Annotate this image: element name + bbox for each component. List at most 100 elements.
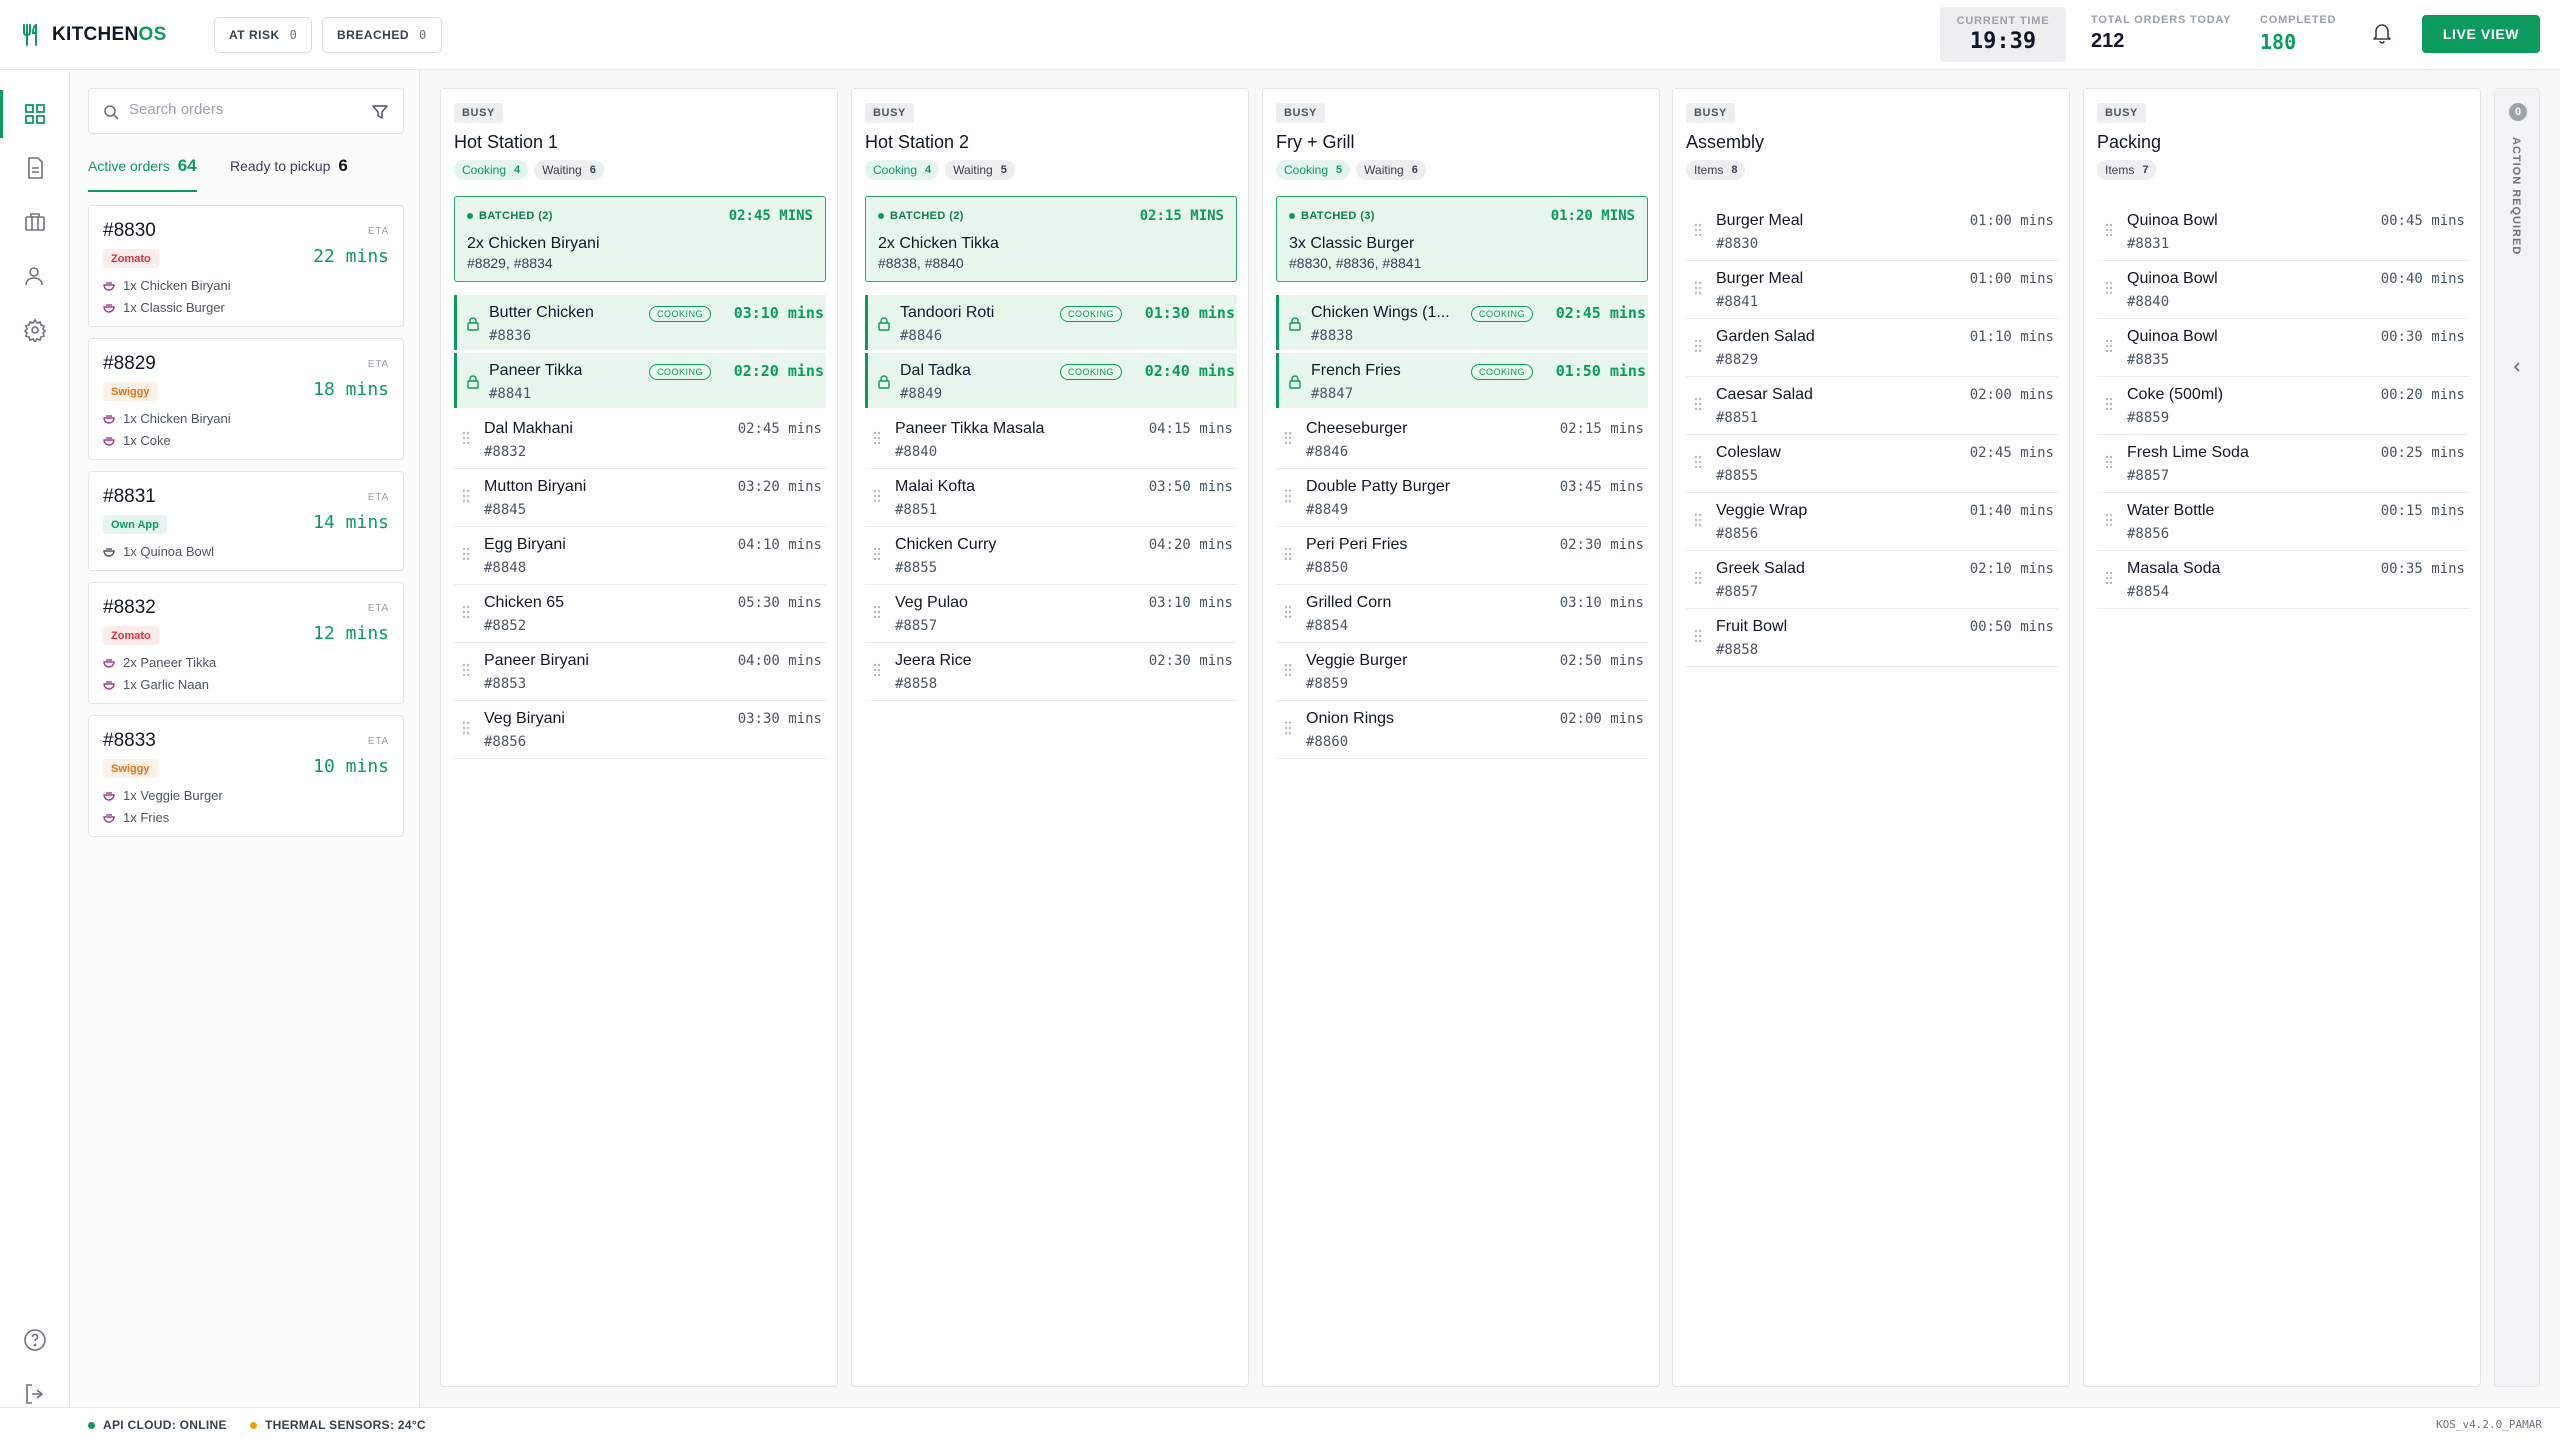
bell-icon[interactable] [2372,22,2392,44]
drag-handle-icon[interactable] [2105,455,2113,469]
chip-cooking[interactable]: Cooking 4 [865,160,940,180]
drag-handle-icon[interactable] [462,605,470,619]
cooking-row[interactable]: Dal Tadka #8849 COOKING 02:40 mins [865,353,1237,408]
queue-row[interactable]: Chicken 65 #8852 05:30 mins [454,585,826,643]
drag-handle-icon[interactable] [873,431,881,445]
tab-ready-to-pickup[interactable]: Ready to pickup 6 [230,156,348,192]
filter-icon[interactable] [371,103,389,121]
queue-row[interactable]: Double Patty Burger #8849 03:45 mins [1276,469,1648,527]
drag-handle-icon[interactable] [1694,281,1702,295]
batch-card[interactable]: BATCHED (2) 02:45 MINS 2x Chicken Biryani #… [454,196,826,282]
breached-filter[interactable]: BREACHED 0 [322,17,442,53]
queue-row[interactable]: Fruit Bowl #8858 00:50 mins [1686,609,2058,667]
tab-active-orders[interactable]: Active orders 64 [88,156,197,192]
logo[interactable]: KITCHENOS [22,21,167,49]
queue-row[interactable]: Egg Biryani #8848 04:10 mins [454,527,826,585]
cooking-row[interactable]: French Fries #8847 COOKING 01:50 mins [1276,353,1648,408]
queue-row[interactable]: Mutton Biryani #8845 03:20 mins [454,469,826,527]
drag-handle-icon[interactable] [1694,513,1702,527]
queue-row[interactable]: Dal Makhani #8832 02:45 mins [454,411,826,469]
queue-row[interactable]: Masala Soda #8854 00:35 mins [2097,551,2469,609]
queue-row[interactable]: Burger Meal #8841 01:00 mins [1686,261,2058,319]
drag-handle-icon[interactable] [1284,721,1292,735]
drag-handle-icon[interactable] [462,489,470,503]
drag-handle-icon[interactable] [873,489,881,503]
queue-row[interactable]: Quinoa Bowl #8835 00:30 mins [2097,319,2469,377]
cooking-row[interactable]: Tandoori Roti #8846 COOKING 01:30 mins [865,295,1237,350]
queue-row[interactable]: Paneer Biryani #8853 04:00 mins [454,643,826,701]
drag-handle-icon[interactable] [2105,339,2113,353]
grid-icon[interactable] [23,102,47,126]
queue-row[interactable]: Veg Biryani #8856 03:30 mins [454,701,826,759]
cooking-row[interactable]: Paneer Tikka #8841 COOKING 02:20 mins [454,353,826,408]
briefcase-icon[interactable] [23,210,47,234]
at-risk-filter[interactable]: AT RISK 0 [214,17,313,53]
queue-row[interactable]: Chicken Curry #8855 04:20 mins [865,527,1237,585]
action-required-panel[interactable]: 0 ACTION REQUIRED [2494,88,2540,1387]
chip-items[interactable]: Items 7 [2097,160,2157,180]
queue-row[interactable]: Veggie Wrap #8856 01:40 mins [1686,493,2058,551]
queue-row[interactable]: Coke (500ml) #8859 00:20 mins [2097,377,2469,435]
help-icon[interactable] [23,1328,47,1352]
gear-icon[interactable] [23,318,47,342]
drag-handle-icon[interactable] [1284,489,1292,503]
chip-cooking[interactable]: Cooking 4 [454,160,529,180]
drag-handle-icon[interactable] [462,431,470,445]
queue-row[interactable]: Veggie Burger #8859 02:50 mins [1276,643,1648,701]
drag-handle-icon[interactable] [462,721,470,735]
drag-handle-icon[interactable] [1694,629,1702,643]
queue-row[interactable]: Coleslaw #8855 02:45 mins [1686,435,2058,493]
drag-handle-icon[interactable] [1694,339,1702,353]
chip-waiting[interactable]: Waiting 5 [945,160,1015,180]
drag-handle-icon[interactable] [1694,571,1702,585]
queue-row[interactable]: Cheeseburger #8846 02:15 mins [1276,411,1648,469]
order-card[interactable]: #8829 ETA 18 mins Swiggy 1x Chicken Biryani 1… [88,338,404,460]
order-card[interactable]: #8830 ETA 22 mins Zomato 1x Chicken Biryani 1… [88,205,404,327]
drag-handle-icon[interactable] [1694,455,1702,469]
queue-row[interactable]: Veg Pulao #8857 03:10 mins [865,585,1237,643]
drag-handle-icon[interactable] [1694,397,1702,411]
drag-handle-icon[interactable] [1284,605,1292,619]
drag-handle-icon[interactable] [462,547,470,561]
drag-handle-icon[interactable] [2105,513,2113,527]
queue-row[interactable]: Fresh Lime Soda #8857 00:25 mins [2097,435,2469,493]
queue-row[interactable]: Burger Meal #8830 01:00 mins [1686,203,2058,261]
drag-handle-icon[interactable] [1694,223,1702,237]
document-icon[interactable] [23,156,47,180]
chip-waiting[interactable]: Waiting 6 [534,160,604,180]
queue-row[interactable]: Water Bottle #8856 00:15 mins [2097,493,2469,551]
live-view-button[interactable]: LIVE VIEW [2422,15,2540,53]
chip-waiting[interactable]: Waiting 6 [1356,160,1426,180]
drag-handle-icon[interactable] [1284,547,1292,561]
queue-row[interactable]: Peri Peri Fries #8850 02:30 mins [1276,527,1648,585]
queue-row[interactable]: Caesar Salad #8851 02:00 mins [1686,377,2058,435]
queue-row[interactable]: Jeera Rice #8858 02:30 mins [865,643,1237,701]
queue-row[interactable]: Malai Kofta #8851 03:50 mins [865,469,1237,527]
queue-row[interactable]: Quinoa Bowl #8840 00:40 mins [2097,261,2469,319]
queue-row[interactable]: Garden Salad #8829 01:10 mins [1686,319,2058,377]
batch-card[interactable]: BATCHED (3) 01:20 MINS 3x Classic Burger #8… [1276,196,1648,282]
chip-items[interactable]: Items 8 [1686,160,1746,180]
queue-row[interactable]: Quinoa Bowl #8831 00:45 mins [2097,203,2469,261]
drag-handle-icon[interactable] [2105,571,2113,585]
drag-handle-icon[interactable] [1284,431,1292,445]
chip-cooking[interactable]: Cooking 5 [1276,160,1351,180]
logout-icon[interactable] [23,1382,47,1406]
order-card[interactable]: #8832 ETA 12 mins Zomato 2x Paneer Tikka 1x G… [88,582,404,704]
queue-row[interactable]: Grilled Corn #8854 03:10 mins [1276,585,1648,643]
drag-handle-icon[interactable] [2105,397,2113,411]
batch-card[interactable]: BATCHED (2) 02:15 MINS 2x Chicken Tikka #88… [865,196,1237,282]
chevron-left-icon[interactable] [2511,361,2523,373]
queue-row[interactable]: Greek Salad #8857 02:10 mins [1686,551,2058,609]
queue-row[interactable]: Paneer Tikka Masala #8840 04:15 mins [865,411,1237,469]
user-icon[interactable] [23,264,47,288]
queue-row[interactable]: Onion Rings #8860 02:00 mins [1276,701,1648,759]
drag-handle-icon[interactable] [462,663,470,677]
drag-handle-icon[interactable] [1284,663,1292,677]
drag-handle-icon[interactable] [873,547,881,561]
drag-handle-icon[interactable] [2105,223,2113,237]
order-card[interactable]: #8833 ETA 10 mins Swiggy 1x Veggie Burger 1x … [88,715,404,837]
search-input[interactable] [129,101,369,118]
drag-handle-icon[interactable] [2105,281,2113,295]
cooking-row[interactable]: Butter Chicken #8836 COOKING 03:10 mins [454,295,826,350]
